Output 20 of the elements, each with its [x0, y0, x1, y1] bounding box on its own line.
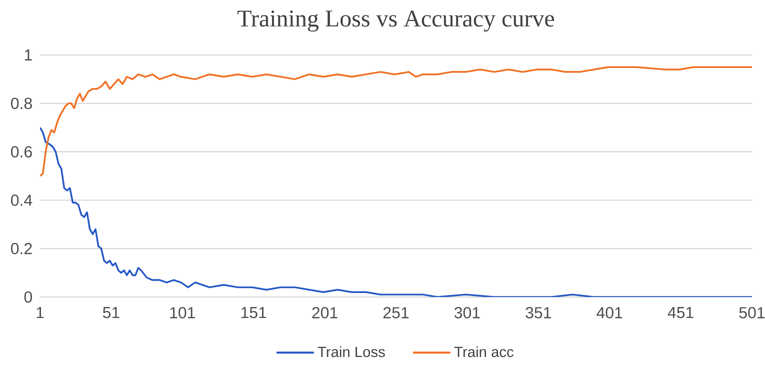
legend-label: Train acc: [454, 346, 514, 358]
y-tick-label: 1: [24, 49, 32, 60]
x-tick-label: 301: [454, 307, 480, 318]
y-tick-label: 0.2: [11, 242, 32, 254]
chart-title: Training Loss vs Accuracy curve: [238, 10, 554, 32]
x-tick-label: 51: [102, 307, 120, 318]
x-tick-label: 501: [739, 307, 765, 318]
x-tick-label: 1: [36, 307, 44, 318]
y-tick-label: 0.8: [11, 98, 32, 110]
x-tick-label: 201: [312, 307, 338, 318]
x-tick-label: 251: [383, 307, 409, 318]
y-tick-label: 0.6: [11, 146, 32, 158]
y-tick-label: 0: [24, 291, 32, 303]
x-tick-label: 101: [170, 307, 195, 318]
x-tick-label: 451: [668, 307, 694, 318]
x-tick-label: 401: [596, 307, 622, 318]
legend-label: Train Loss: [318, 346, 385, 358]
x-tick-label: 351: [526, 307, 551, 318]
x-tick-label: 151: [241, 307, 266, 318]
y-tick-label: 0.4: [11, 194, 32, 206]
